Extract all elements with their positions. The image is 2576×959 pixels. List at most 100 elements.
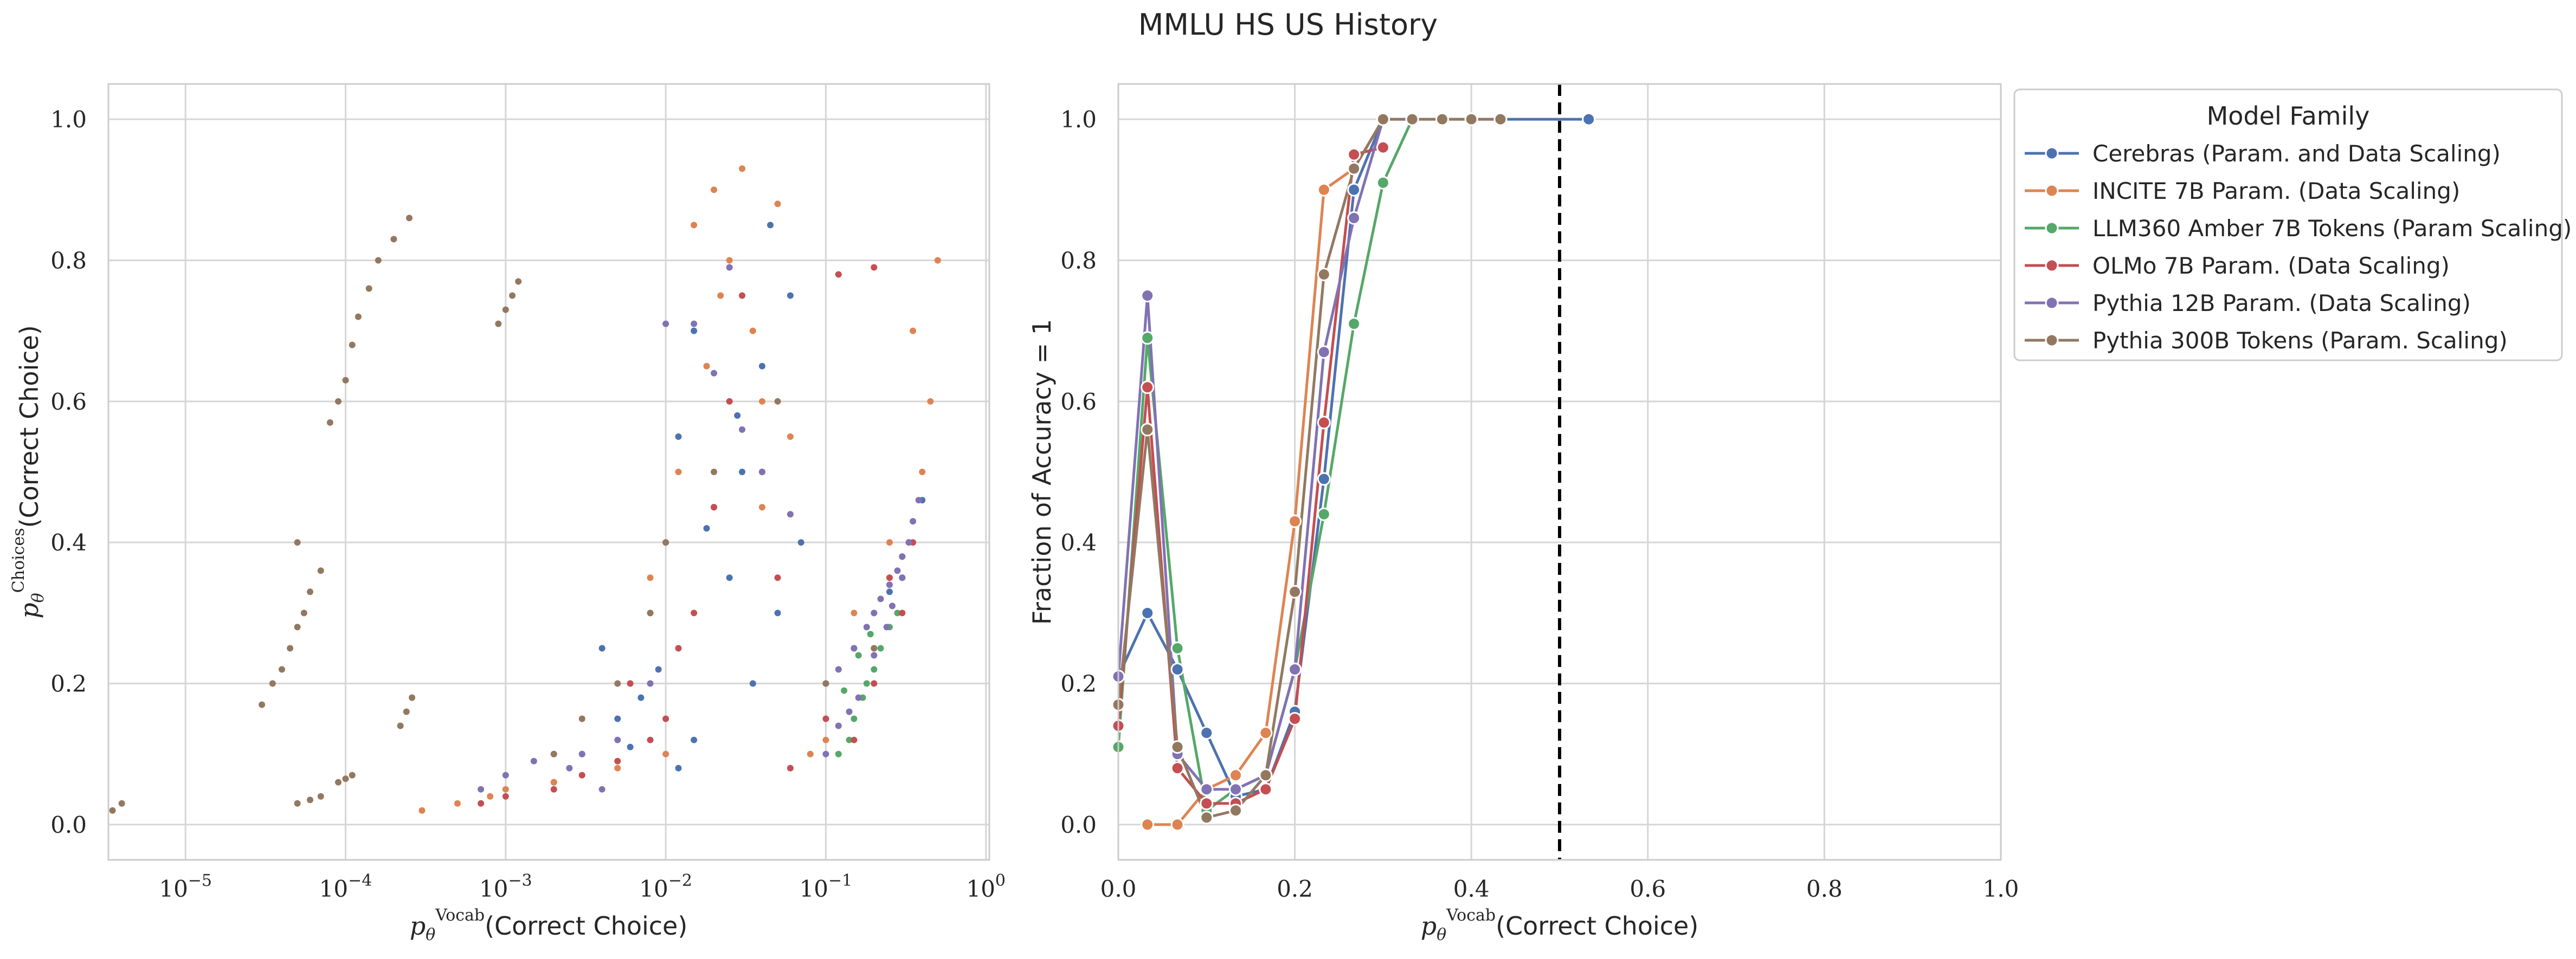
- scatter-point: [855, 694, 862, 701]
- legend-marker-swatch: [2045, 146, 2059, 160]
- scatter-y-tick-label: 0.2: [50, 671, 87, 697]
- scatter-point: [749, 327, 756, 334]
- line-marker: [1141, 606, 1155, 620]
- line-marker: [1376, 112, 1390, 126]
- line-x-tick-label: 1.0: [1983, 876, 2019, 902]
- scatter-point: [871, 680, 878, 687]
- scatter-point: [502, 306, 509, 313]
- scatter-point: [647, 680, 654, 687]
- scatter-point: [326, 419, 333, 426]
- line-marker: [1347, 147, 1361, 161]
- legend-entry: Pythia 12B Param. (Data Scaling): [2025, 290, 2471, 316]
- line-marker: [1435, 112, 1449, 126]
- legend-marker-swatch: [2045, 221, 2059, 235]
- scatter-point: [418, 807, 426, 814]
- scatter-point: [550, 750, 557, 757]
- scatter-point: [691, 320, 698, 327]
- scatter-point: [758, 504, 765, 511]
- line-marker: [1259, 726, 1273, 740]
- scatter-point: [365, 285, 372, 292]
- line-marker: [1170, 663, 1184, 677]
- scatter-point: [774, 574, 781, 581]
- scatter-point: [306, 588, 313, 595]
- scatter-point: [675, 764, 682, 772]
- scatter-point: [409, 694, 416, 701]
- scatter-point: [749, 680, 756, 687]
- scatter-x-tick-label: 100: [966, 871, 1006, 902]
- scatter-point: [342, 775, 349, 782]
- scatter-point: [927, 398, 934, 405]
- legend-entries: Cerebras (Param. and Data Scaling) INCITE…: [2025, 140, 2572, 354]
- scatter-point: [675, 469, 682, 475]
- scatter-point: [502, 786, 509, 793]
- scatter-point: [530, 757, 537, 764]
- scatter-point: [886, 539, 893, 546]
- scatter-point: [871, 652, 878, 659]
- scatter-point: [637, 694, 645, 701]
- scatter-point: [822, 750, 829, 757]
- scatter-point: [334, 398, 342, 405]
- scatter-x-tick-label: 10−3: [479, 871, 532, 902]
- legend-marker-swatch: [2045, 258, 2059, 273]
- line-marker: [1259, 782, 1273, 796]
- line-marker: [1317, 345, 1331, 359]
- scatter-point: [675, 433, 682, 440]
- scatter-point: [886, 581, 893, 588]
- legend-label: OLMo 7B Param. (Data Scaling): [2092, 252, 2450, 279]
- line-marker: [1347, 183, 1361, 197]
- scatter-point: [905, 539, 912, 546]
- scatter-point: [614, 764, 621, 772]
- line-marker: [1141, 289, 1155, 303]
- legend-label: Pythia 12B Param. (Data Scaling): [2092, 290, 2471, 316]
- scatter-point: [487, 793, 494, 800]
- scatter-axes-frame: [107, 83, 990, 861]
- scatter-point: [899, 574, 906, 581]
- line-marker: [1405, 112, 1419, 126]
- legend-label: LLM360 Amber 7B Tokens (Param Scaling): [2092, 215, 2572, 242]
- scatter-point: [787, 433, 794, 440]
- scatter-y-tick-label: 0.4: [50, 529, 87, 556]
- scatter-y-tick-label: 0.6: [50, 388, 87, 415]
- scatter-point: [739, 292, 746, 299]
- line-marker: [1317, 416, 1331, 430]
- line-x-axis-label: pθVocab(Correct Choice): [1421, 906, 1699, 944]
- scatter-point: [627, 680, 634, 687]
- line-y-axis-label: Fraction of Accuracy = 1: [1027, 319, 1057, 625]
- scatter-point: [758, 398, 765, 405]
- legend-entry: Pythia 300B Tokens (Param. Scaling): [2025, 327, 2508, 354]
- scatter-point: [109, 807, 116, 814]
- line-x-tick-label: 0.8: [1806, 876, 1843, 902]
- line-series: [1111, 112, 1596, 832]
- scatter-point: [269, 680, 276, 687]
- scatter-point: [871, 645, 878, 652]
- line-marker: [1464, 112, 1478, 126]
- scatter-point: [726, 257, 733, 264]
- scatter-point: [863, 624, 870, 631]
- scatter-point: [867, 631, 874, 638]
- line-y-tick-labels: 0.0 0.2 0.4 0.6 0.8 1.0: [1060, 106, 1097, 838]
- scatter-point: [835, 722, 842, 729]
- scatter-point: [259, 701, 266, 708]
- scatter-x-axis-label: pθVocab(Correct Choice): [410, 906, 688, 944]
- scatter-plot-area: [108, 84, 989, 860]
- line-marker: [1141, 331, 1155, 345]
- scatter-point: [662, 750, 669, 757]
- scatter-point: [397, 722, 404, 729]
- scatter-point: [691, 736, 698, 743]
- scatter-point: [349, 341, 356, 348]
- scatter-point: [478, 800, 485, 807]
- line-marker: [1493, 112, 1508, 126]
- scatter-point: [306, 796, 313, 804]
- scatter-point: [647, 736, 654, 743]
- scatter-point: [915, 497, 922, 504]
- line-marker: [1200, 796, 1214, 811]
- scatter-point: [578, 750, 585, 757]
- line-y-tick-label: 0.4: [1060, 529, 1097, 556]
- line-marker: [1347, 161, 1361, 176]
- scatter-point: [910, 327, 917, 334]
- scatter-point: [841, 687, 848, 694]
- line-marker: [1288, 514, 1302, 528]
- scatter-point: [515, 278, 522, 285]
- scatter-y-axis-label: pθChoices(Correct Choice): [9, 325, 48, 619]
